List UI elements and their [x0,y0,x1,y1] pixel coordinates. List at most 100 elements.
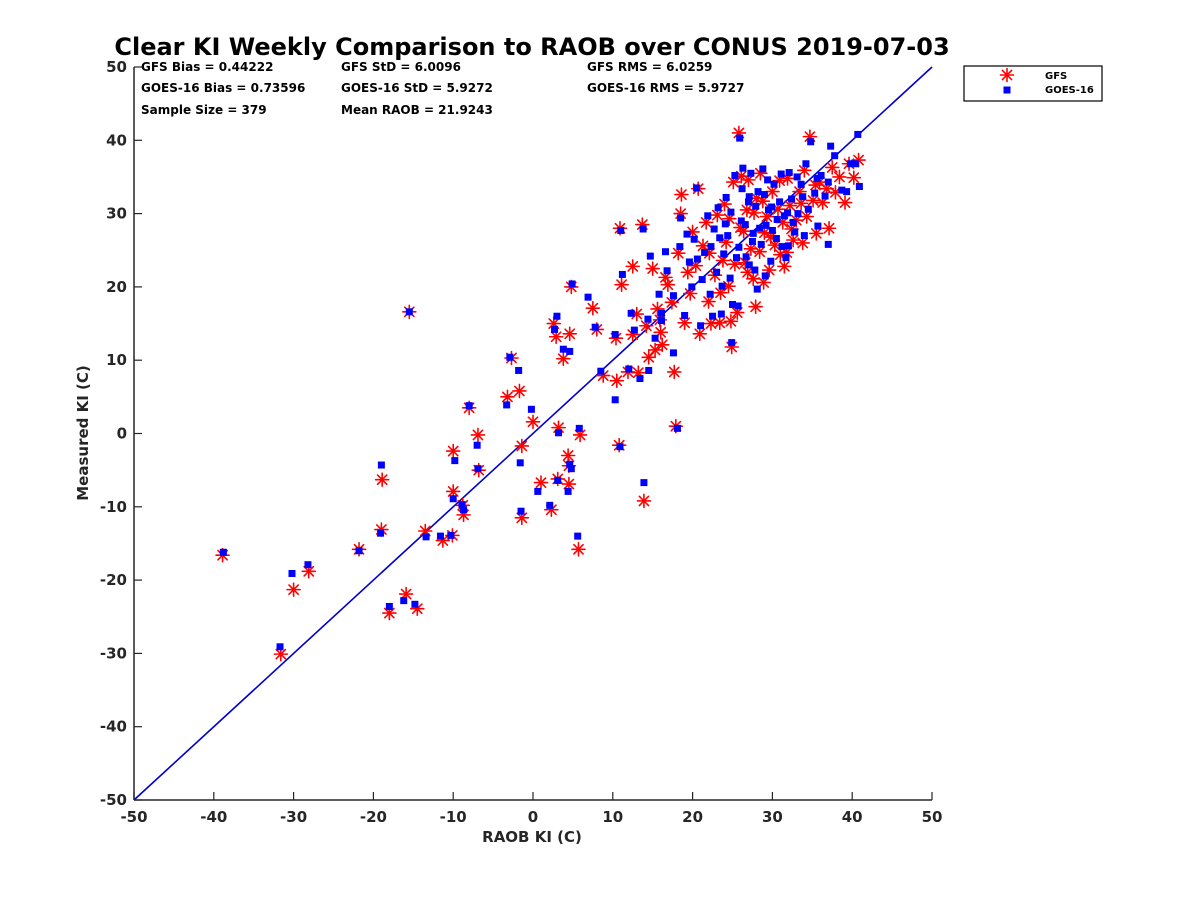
x-tick-label: 50 [922,808,943,826]
goes-16-point [756,224,764,232]
gfs-point [773,247,788,262]
gfs-point [654,337,670,353]
goes-bias-stat: GOES-16 Bias = 0.73596 [141,81,305,95]
goes-16-point [436,532,444,540]
gfs-point [795,235,811,251]
goes-16-point [276,643,284,651]
gfs-point [666,364,682,380]
gfs-point [740,264,755,280]
gfs-point [445,484,461,499]
gfs-point [512,383,527,399]
goes-16-point [838,186,846,194]
goes-16-point [706,290,714,298]
goes-16-point [745,193,753,201]
x-tick-label: 10 [602,808,623,826]
goes-16-series [219,130,863,651]
goes-16-point [710,225,718,233]
gfs-rms-stat: GFS RMS = 6.0259 [587,60,712,74]
x-tick-label: -40 [200,808,227,826]
x-tick-label: 30 [762,808,783,826]
y-tick-label: 50 [106,58,127,76]
goes-16-point [385,602,393,610]
goes-16-point [847,160,855,168]
gfs-point [736,223,751,239]
goes-16-point [851,160,859,168]
goes-16-point [473,441,481,449]
goes-16-point [411,600,419,608]
goes-16-point [377,529,385,537]
gfs-point [824,160,840,175]
goes-16-point [721,220,729,228]
gfs-point [692,326,708,342]
goes-16-point [748,237,756,245]
goes-16-point [685,258,693,266]
goes-16-point [661,248,669,256]
goes-16-point [762,221,770,229]
goes-16-point [800,232,808,240]
goes-16-point [527,405,535,413]
goes-16-point [516,459,524,467]
gfs-point [561,476,577,492]
gfs-point [653,325,668,340]
legend: GFS GOES-16 [963,65,1103,102]
y-tick-label: 40 [106,131,127,149]
y-tick-label: 20 [106,278,127,296]
goes-16-point [405,308,413,316]
legend-goes-16-square [1003,86,1011,94]
goes-16-point [813,174,821,182]
gfs-point [713,285,728,301]
goes-16-point [458,501,466,509]
goes-16-point [677,214,685,222]
plot-area: -50 -40 -30 -20 -10 0 10 20 30 40 50 -50-40-30-20-… [100,58,943,826]
goes-16-point [749,229,757,237]
goes-16-point [693,255,701,263]
goes-16-point [784,242,792,250]
gfs-point [727,256,743,272]
legend-goes-16-label: GOES-16 [1045,85,1094,96]
goes-16-point [567,465,575,473]
gfs-bias-stat: GFS Bias = 0.44222 [141,60,273,74]
x-tick-label: -20 [360,808,387,826]
gfs-point [677,315,692,331]
goes-16-point [400,597,408,605]
goes-16-point [793,173,801,181]
y-tick-label: -10 [100,498,127,516]
goes-16-point [767,257,775,265]
goes-16-point [717,310,725,318]
gfs-point [741,172,756,188]
chart-title: Clear KI Weekly Comparison to RAOB over … [114,33,949,61]
legend-gfs-asterisk [999,67,1015,83]
goes-16-point [645,366,653,374]
goes-16-point [784,209,792,217]
goes-16-point [720,250,728,258]
goes-16-point [797,180,805,188]
goes-16-point [817,171,825,179]
goes-16-point [745,261,753,269]
gfs-point [470,427,486,443]
x-tick-label: -50 [120,808,147,826]
gfs-point [821,220,837,236]
x-axis-label: RAOB KI (C) [482,828,582,846]
goes-16-point [777,170,785,178]
gfs-point [514,510,530,526]
goes-16-point [474,465,482,473]
legend-gfs-label: GFS [1045,71,1067,82]
goes-16-point [655,290,663,298]
gfs-point [609,373,625,389]
goes-16-point [713,268,721,276]
goes-16-point [644,315,652,323]
goes-16-point [669,292,677,300]
goes-16-point [503,401,511,409]
gfs-point [286,582,301,597]
goes-16-point [747,169,755,177]
goes-16-point [760,191,768,199]
goes-16-point [811,189,819,197]
y-tick-label: 0 [117,425,127,443]
goes-16-point [768,203,776,211]
goes-16-point [551,325,559,333]
goes-16-point [673,424,681,432]
sample-size-stat: Sample Size = 379 [141,103,267,117]
gfs-point [614,277,629,293]
gfs-point [808,226,824,241]
